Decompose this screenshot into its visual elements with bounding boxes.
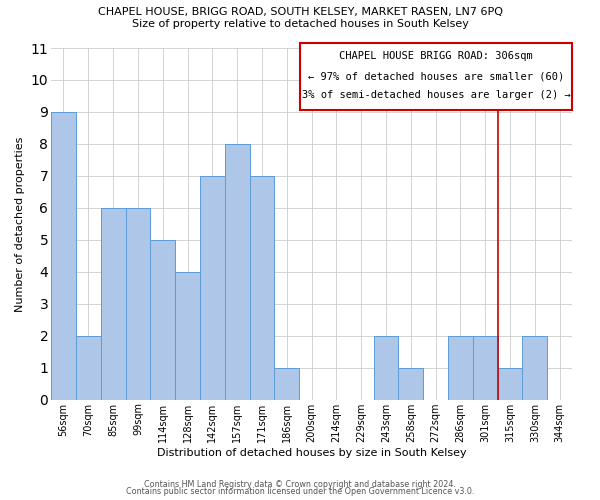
- Text: Size of property relative to detached houses in South Kelsey: Size of property relative to detached ho…: [131, 19, 469, 29]
- Bar: [250, 176, 274, 400]
- Bar: [200, 176, 225, 400]
- Bar: [51, 112, 76, 400]
- Bar: [76, 336, 101, 400]
- Text: ← 97% of detached houses are smaller (60): ← 97% of detached houses are smaller (60…: [308, 71, 564, 81]
- FancyBboxPatch shape: [301, 43, 572, 110]
- Text: CHAPEL HOUSE BRIGG ROAD: 306sqm: CHAPEL HOUSE BRIGG ROAD: 306sqm: [339, 51, 533, 61]
- Bar: [497, 368, 523, 400]
- X-axis label: Distribution of detached houses by size in South Kelsey: Distribution of detached houses by size …: [157, 448, 466, 458]
- Text: Contains HM Land Registry data © Crown copyright and database right 2024.: Contains HM Land Registry data © Crown c…: [144, 480, 456, 489]
- Bar: [473, 336, 497, 400]
- Bar: [151, 240, 175, 400]
- Bar: [175, 272, 200, 400]
- Bar: [448, 336, 473, 400]
- Bar: [274, 368, 299, 400]
- Bar: [225, 144, 250, 400]
- Bar: [523, 336, 547, 400]
- Bar: [374, 336, 398, 400]
- Bar: [398, 368, 423, 400]
- Y-axis label: Number of detached properties: Number of detached properties: [15, 136, 25, 312]
- Text: Contains public sector information licensed under the Open Government Licence v3: Contains public sector information licen…: [126, 488, 474, 496]
- Bar: [101, 208, 125, 400]
- Text: 3% of semi-detached houses are larger (2) →: 3% of semi-detached houses are larger (2…: [302, 90, 571, 100]
- Bar: [125, 208, 151, 400]
- Text: CHAPEL HOUSE, BRIGG ROAD, SOUTH KELSEY, MARKET RASEN, LN7 6PQ: CHAPEL HOUSE, BRIGG ROAD, SOUTH KELSEY, …: [97, 8, 503, 18]
